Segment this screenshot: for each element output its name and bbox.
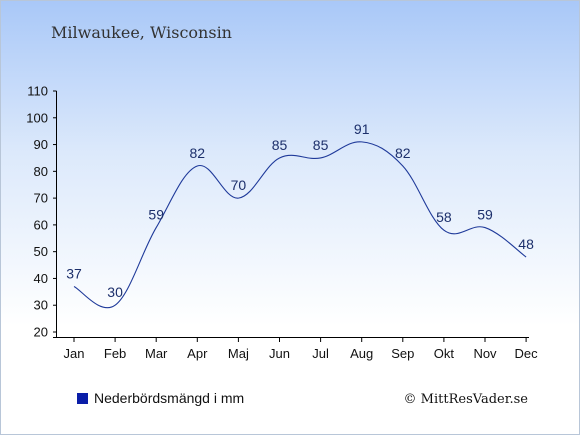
x-tick-label: Okt — [434, 346, 455, 361]
data-label: 59 — [148, 207, 164, 223]
x-tick-label: Nov — [473, 346, 497, 361]
x-tick-label: Apr — [187, 346, 208, 361]
legend-label: Nederbördsmängd i mm — [94, 390, 244, 406]
chart-title: Milwaukee, Wisconsin — [51, 23, 232, 42]
x-tick-label: Maj — [228, 346, 249, 361]
x-tick-label: Jul — [312, 346, 329, 361]
y-tick-label: 30 — [34, 298, 48, 313]
data-label: 82 — [190, 145, 206, 161]
x-tick-label: Dec — [515, 346, 539, 361]
y-axis-ticks: 20 30 40 50 60 70 80 90 100 110 — [26, 84, 57, 340]
y-tick-label: 40 — [34, 271, 48, 286]
x-tick-label: Feb — [104, 346, 126, 361]
data-label: 70 — [231, 177, 247, 193]
data-labels: 37 30 59 82 70 85 85 91 82 58 59 48 — [66, 121, 534, 300]
legend-swatch — [77, 393, 88, 404]
y-tick-label: 50 — [34, 244, 48, 259]
x-tick-label: Aug — [350, 346, 373, 361]
axes — [53, 91, 529, 338]
x-tick-label: Mar — [145, 346, 168, 361]
credit-text: © MittResVader.se — [404, 392, 529, 407]
data-label: 85 — [313, 137, 329, 153]
y-tick-label: 70 — [34, 191, 48, 206]
data-label: 48 — [518, 236, 534, 252]
data-label: 85 — [272, 137, 288, 153]
y-tick-label: 90 — [34, 137, 48, 152]
y-tick-label: 100 — [26, 110, 48, 125]
y-tick-label: 110 — [27, 84, 48, 99]
y-tick-label: 60 — [34, 217, 48, 232]
x-tick-label: Jun — [269, 346, 290, 361]
data-label: 82 — [395, 145, 411, 161]
x-tick-label: Jan — [64, 346, 85, 361]
y-tick-label: 20 — [34, 325, 48, 340]
series-line — [73, 141, 527, 309]
y-tick-label: 80 — [34, 164, 48, 179]
data-label: 37 — [66, 265, 82, 281]
data-label: 30 — [107, 284, 123, 300]
x-axis-ticks: Jan Feb Mar Apr Maj Jun Jul Aug Sep Okt Nov Dec — [64, 337, 539, 361]
data-label: 91 — [354, 121, 370, 137]
data-label: 58 — [436, 209, 452, 225]
x-tick-label: Sep — [391, 346, 414, 361]
data-label: 59 — [477, 207, 493, 223]
